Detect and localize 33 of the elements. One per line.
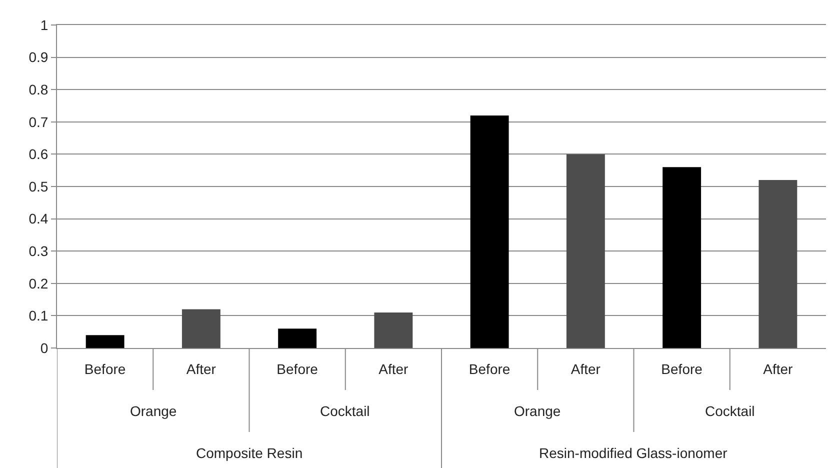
bar [662,167,702,348]
x-tick-label: After [763,360,794,377]
y-tick-label: 0.1 [28,308,48,324]
y-tick-label: 0.5 [28,178,48,194]
x-tick-label: Before [276,360,318,377]
text: Orange [130,403,177,419]
bar [278,328,317,348]
x-tick-label: Before [84,360,126,377]
y-tick-label: 0.3 [28,243,48,259]
bar [374,312,413,348]
x-tick-label: After [378,360,409,377]
y-tick-label: 0.2 [28,275,48,292]
y-tick-label: 0.7 [28,114,48,130]
x-tick-label: Before [661,360,703,377]
bar [758,180,798,348]
x-tick-label: After [570,360,601,377]
bar [182,309,220,348]
y-tick-label: 0.6 [28,146,48,162]
text: Cocktail [705,403,755,419]
bar [470,115,509,348]
text: Orange [514,403,561,419]
y-tick-label: 0.9 [28,49,48,66]
bar [566,154,605,348]
y-tick-label: 0.4 [28,210,48,227]
bar [86,335,124,348]
y-tick-label: 0.8 [28,82,48,98]
text: Composite Resin [196,445,303,461]
x-tick-label: Before [468,360,510,377]
text: Cocktail [320,403,370,419]
text: Resin-modified Glass-ionomer [539,445,728,461]
y-tick-label: 0 [40,340,48,356]
y-tick-label: 1 [40,16,48,33]
x-tick-label: After [186,360,216,377]
